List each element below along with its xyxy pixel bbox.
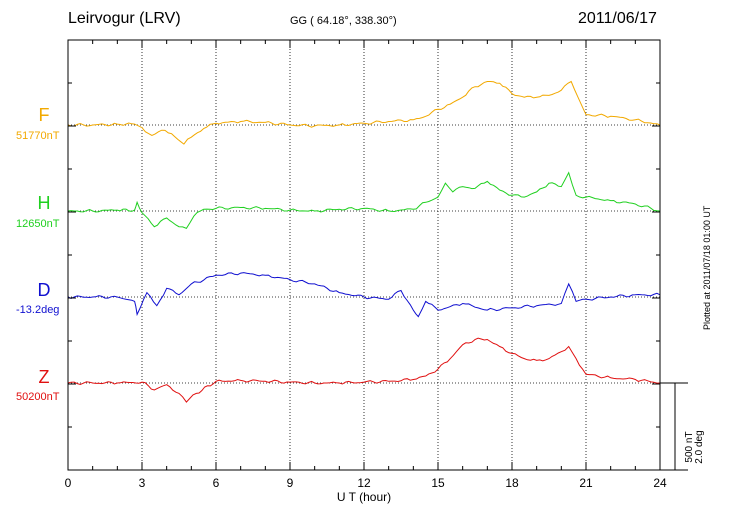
station-coords: GG ( 64.18°, 338.30°) (290, 15, 397, 27)
plot-date: 2011/06/17 (578, 10, 657, 27)
x-tick-label: 3 (139, 476, 146, 490)
axis-ticks (67, 40, 661, 470)
scale-bar: 500 nT 2.0 deg (660, 382, 705, 471)
component-f-label: F (38, 105, 50, 125)
x-tick-label: 15 (431, 476, 445, 490)
data-traces (67, 80, 661, 403)
x-axis-label: U T (hour) (337, 490, 391, 504)
x-tick-labels: 0 3 6 9 12 15 18 21 24 (65, 476, 667, 490)
x-tick-label: 0 (65, 476, 72, 490)
x-tick-label: 24 (653, 476, 667, 490)
x-tick-label: 9 (287, 476, 294, 490)
x-tick-label: 12 (357, 476, 371, 490)
grid-lines (68, 40, 660, 470)
component-d-baseline: -13.2deg (16, 304, 60, 316)
x-tick-label: 21 (579, 476, 593, 490)
plotted-timestamp: Plotted at 2011/07/18 01:00 UT (702, 205, 712, 330)
trace-h (67, 171, 661, 230)
component-h-baseline: 12650nT (16, 218, 60, 230)
component-h-label: H (37, 193, 51, 213)
scale-deg-label: 2.0 deg (694, 430, 705, 463)
x-tick-label: 6 (213, 476, 220, 490)
scale-nt-label: 500 nT (684, 431, 695, 462)
trace-d (67, 272, 661, 318)
trace-f (67, 80, 661, 145)
component-z-baseline: 50200nT (16, 391, 60, 403)
x-tick-label: 18 (505, 476, 519, 490)
trace-z (67, 337, 661, 403)
component-f-baseline: 51770nT (16, 130, 60, 142)
component-d-label: D (37, 280, 51, 300)
plot-frame (67, 39, 661, 471)
component-z-label: Z (38, 367, 50, 387)
station-title: Leirvogur (LRV) (68, 10, 181, 27)
